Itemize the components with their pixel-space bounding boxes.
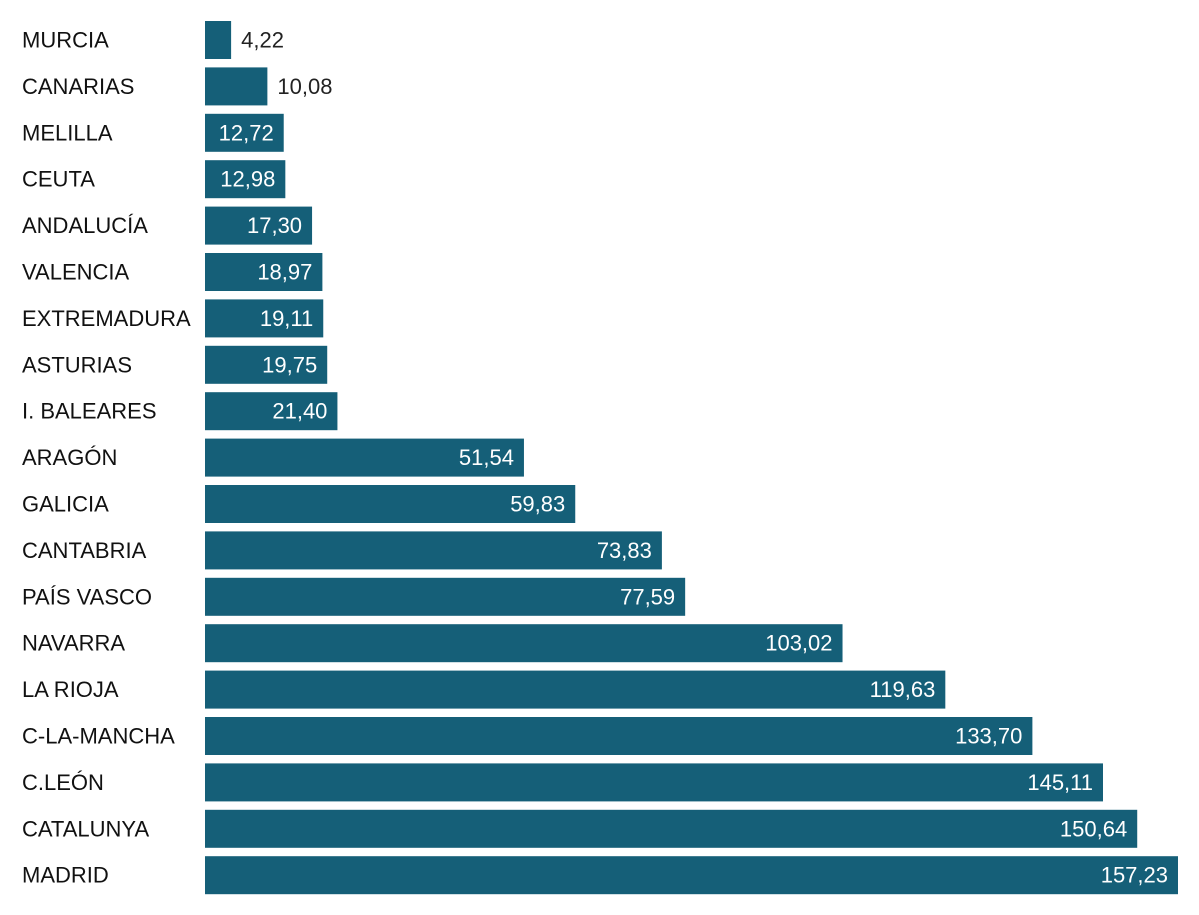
value-label: 4,22 [241,28,284,53]
category-label: NAVARRA [22,631,125,656]
category-label: PAÍS VASCO [22,584,152,609]
bar [205,763,1103,802]
bar [205,253,323,291]
category-label: I. BALEARES [22,399,157,424]
category-label: VALENCIA [22,260,130,285]
bar [205,299,324,338]
category-label: CATALUNYA [22,816,149,841]
value-label: 133,70 [955,724,1022,749]
category-label: CANTABRIA [22,538,147,563]
category-label: CANARIAS [22,74,134,99]
bar [205,160,286,199]
category-label: ANDALUCÍA [22,213,148,238]
value-label: 12,98 [220,167,275,192]
bar [205,113,284,152]
category-label: MURCIA [22,28,109,53]
category-label: LA RIOJA [22,677,119,702]
value-label: 145,11 [1027,770,1093,795]
value-label: 77,59 [620,584,675,609]
bar [205,856,1178,895]
category-label: GALICIA [22,492,109,517]
category-label: C.LEÓN [22,770,104,795]
bar [205,670,946,709]
bar [205,485,576,523]
bar [205,21,232,59]
value-label: 19,75 [262,352,317,377]
value-label: 157,23 [1101,863,1168,888]
category-label: C-LA-MANCHA [22,724,175,749]
bar [205,624,843,663]
bar [205,809,1138,848]
category-label: MADRID [22,863,109,888]
bar [205,206,313,245]
value-label: 103,02 [765,631,832,656]
category-label: ARAGÓN [22,445,117,470]
bar [205,577,686,616]
category-label: CEUTA [22,167,95,192]
bar [205,438,524,477]
value-label: 12,72 [219,120,274,145]
value-label: 21,40 [272,399,327,424]
value-label: 73,83 [597,538,652,563]
value-label: 59,83 [510,492,565,517]
value-label: 17,30 [247,213,302,238]
bar [205,392,338,431]
category-label: EXTREMADURA [22,306,191,331]
bar [205,531,662,570]
value-label: 18,97 [257,260,312,285]
bar [205,67,268,106]
category-label: MELILLA [22,120,113,145]
value-label: 119,63 [870,677,936,702]
bar [205,345,328,384]
value-label: 10,08 [277,74,332,99]
category-label: ASTURIAS [22,352,132,377]
value-label: 150,64 [1060,816,1127,841]
value-label: 19,11 [260,306,313,331]
value-label: 51,54 [459,445,514,470]
bar [205,717,1033,755]
